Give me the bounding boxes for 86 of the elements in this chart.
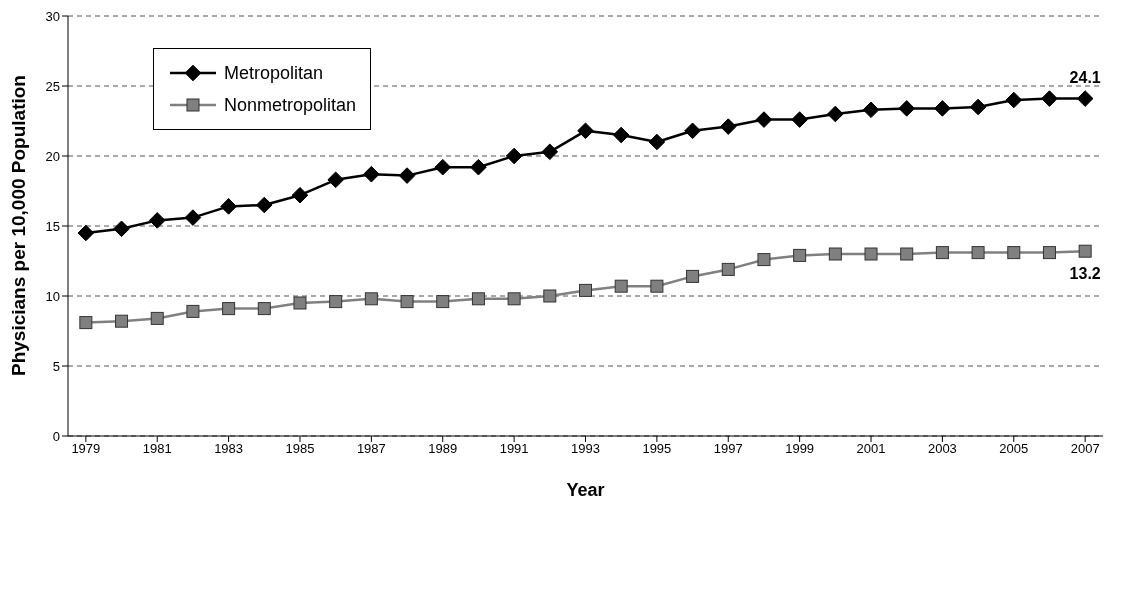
point: [434, 158, 452, 176]
point: [220, 198, 237, 215]
point: [257, 302, 271, 316]
point: [363, 165, 380, 183]
point: [222, 302, 236, 316]
point: [828, 247, 842, 261]
point: [148, 212, 166, 229]
point: [577, 122, 594, 140]
x-tick-label: 1989: [428, 441, 458, 457]
point: [470, 158, 487, 176]
point: [184, 209, 202, 226]
y-tick-label: 30: [45, 8, 60, 24]
point: [969, 98, 987, 116]
x-tick-label: 1987: [356, 441, 386, 457]
point: [1078, 244, 1092, 258]
point: [793, 248, 807, 262]
point: [291, 186, 309, 204]
point: [791, 111, 808, 128]
point: [329, 295, 343, 309]
legend-label: Metropolitan: [224, 62, 324, 84]
point: [150, 311, 164, 325]
point: [505, 147, 523, 165]
y-tick-label: 10: [45, 288, 60, 304]
x-tick-label: 1999: [785, 441, 815, 457]
point: [648, 133, 666, 151]
point: [293, 296, 307, 310]
y-tick-label: 15: [45, 218, 60, 234]
point: [364, 292, 378, 306]
x-axis-title: Year: [566, 480, 605, 500]
point: [186, 304, 200, 318]
point: [684, 122, 701, 140]
point: [686, 269, 700, 283]
y-axis-title: Physicians per 10,000 Population: [7, 75, 29, 376]
point: [755, 111, 773, 128]
point: [1005, 91, 1023, 109]
point: [862, 101, 880, 119]
point: [255, 196, 273, 214]
point: [898, 100, 916, 117]
point: [971, 246, 985, 260]
y-tick-label: 0: [52, 428, 60, 444]
point: [650, 279, 664, 293]
point: [398, 167, 416, 184]
point: [935, 246, 949, 260]
point: [719, 118, 737, 135]
point: [934, 100, 951, 117]
x-tick-label: 1991: [499, 441, 529, 457]
y-tick-label: 20: [45, 148, 60, 164]
point: [436, 295, 450, 309]
x-tick-label: 1981: [142, 441, 172, 457]
data-label: 24.1: [1069, 68, 1101, 86]
point: [507, 292, 521, 306]
x-tick-label: 2005: [999, 441, 1029, 457]
point: [827, 105, 844, 123]
point: [612, 126, 630, 144]
point: [721, 262, 735, 276]
point: [757, 253, 771, 267]
x-tick-label: 1983: [214, 441, 244, 457]
legend-label: Nonmetropolitan: [224, 94, 357, 116]
point: [1041, 90, 1058, 107]
point: [1007, 246, 1021, 260]
y-tick-label: 5: [52, 358, 60, 374]
x-tick-label: 1995: [642, 441, 672, 457]
x-tick-label: 2007: [1070, 441, 1100, 457]
point: [400, 295, 414, 309]
x-tick-label: 2001: [856, 441, 886, 457]
x-tick-label: 1985: [285, 441, 315, 457]
point: [115, 314, 129, 328]
point: [471, 292, 485, 306]
point: [541, 143, 559, 161]
point: [900, 247, 914, 261]
point: [113, 220, 130, 238]
point: [79, 316, 93, 330]
y-tick-label: 25: [45, 78, 60, 94]
x-tick-label: 1997: [713, 441, 743, 457]
point: [1076, 90, 1094, 107]
point: [1042, 246, 1056, 260]
point: [864, 247, 878, 261]
x-tick-label: 2003: [927, 441, 957, 457]
point: [543, 289, 557, 303]
point: [77, 224, 95, 242]
point: [614, 279, 628, 293]
point: [579, 283, 592, 297]
x-tick-label: 1993: [571, 441, 600, 457]
point: [327, 171, 344, 189]
x-tick-label: 1979: [71, 441, 101, 457]
data-label: 13.2: [1069, 265, 1101, 283]
